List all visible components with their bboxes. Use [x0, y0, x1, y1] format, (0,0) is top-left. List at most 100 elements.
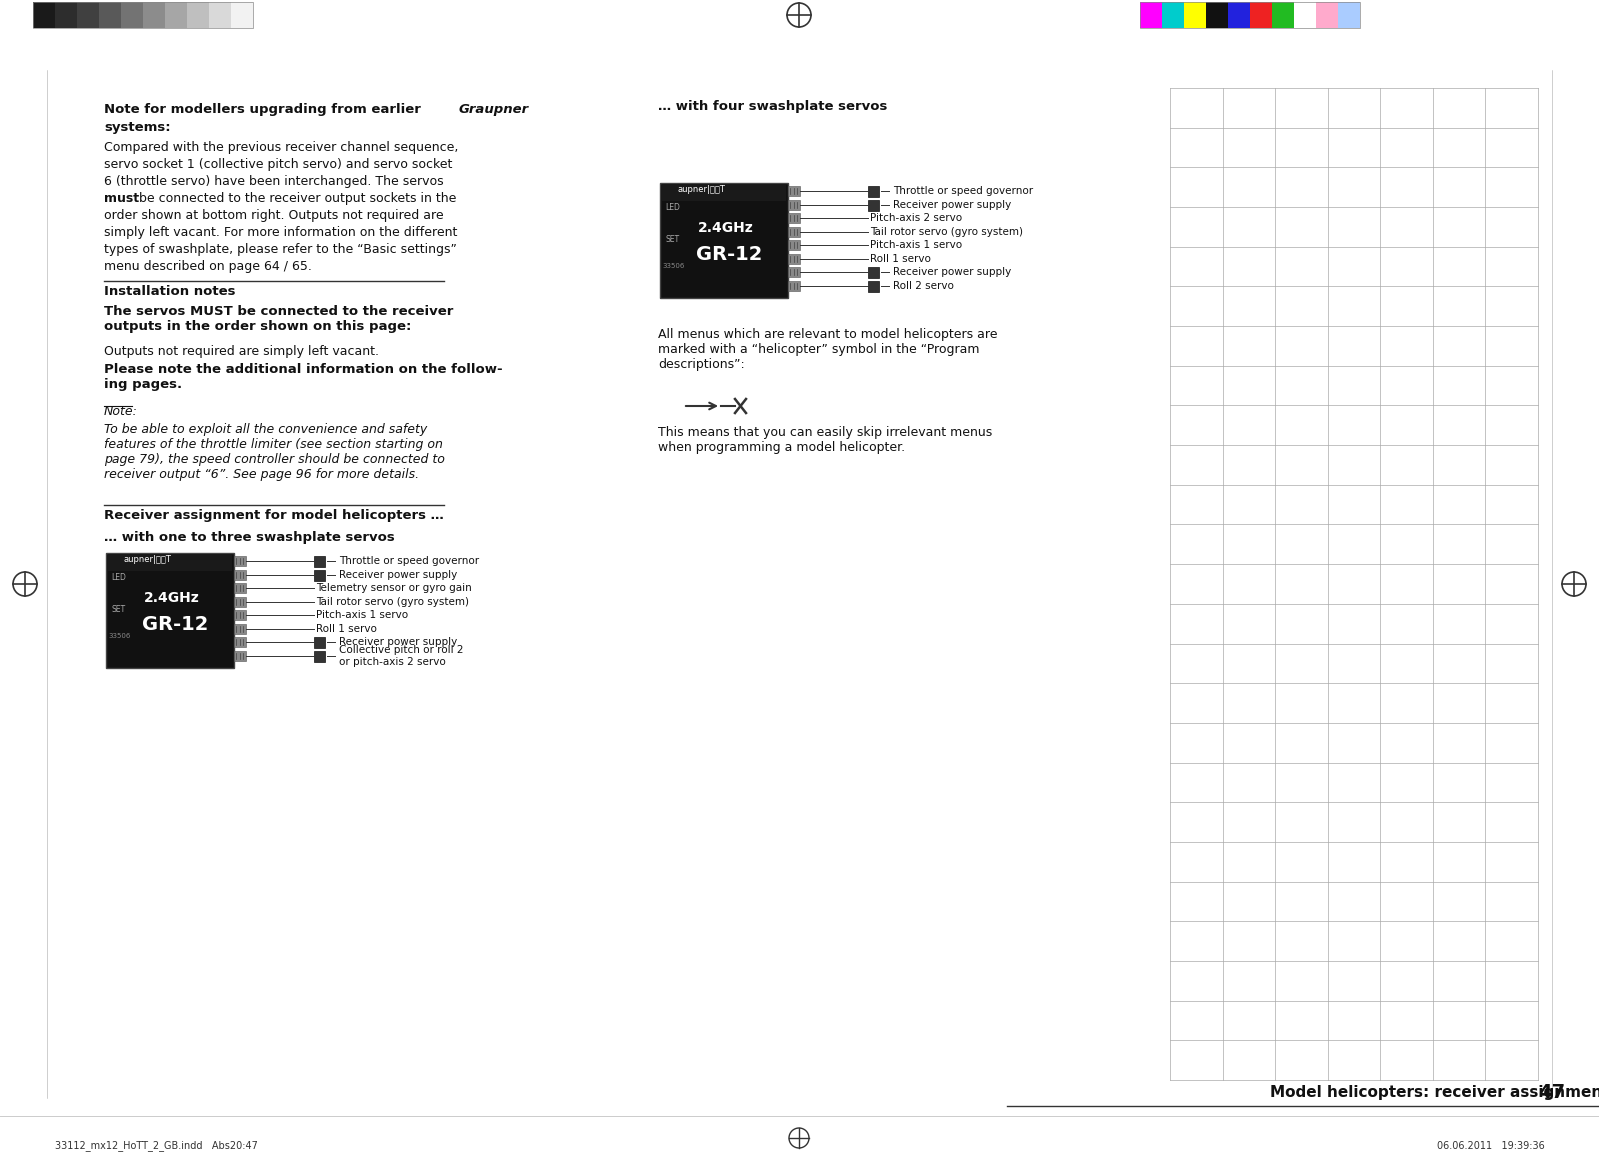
Text: 2.4GHz: 2.4GHz — [144, 591, 200, 605]
Text: Installation notes: Installation notes — [104, 285, 235, 298]
Bar — [1250, 2, 1271, 28]
Text: LED: LED — [110, 573, 126, 582]
Text: 33112_mx12_HoTT_2_GB.indd   Abs20:47: 33112_mx12_HoTT_2_GB.indd Abs20:47 — [54, 1140, 257, 1152]
Text: Receiver power supply: Receiver power supply — [892, 267, 1011, 277]
Bar — [187, 2, 209, 28]
Text: Throttle or speed governor: Throttle or speed governor — [339, 556, 480, 566]
Text: Throttle or speed governor: Throttle or speed governor — [892, 186, 1033, 196]
Bar — [868, 186, 879, 197]
Bar — [230, 2, 253, 28]
Bar — [1338, 2, 1361, 28]
Text: Pitch-axis 1 servo: Pitch-axis 1 servo — [870, 241, 963, 250]
Bar — [233, 624, 246, 634]
Bar — [868, 200, 879, 210]
Text: Roll 1 servo: Roll 1 servo — [317, 624, 377, 634]
Bar — [788, 227, 800, 237]
Bar — [34, 2, 253, 28]
Text: Pitch-axis 1 servo: Pitch-axis 1 servo — [317, 610, 408, 620]
Bar — [1162, 2, 1183, 28]
Bar — [313, 651, 325, 662]
Bar — [77, 2, 99, 28]
Text: 33506: 33506 — [109, 633, 131, 639]
Text: … with one to three swashplate servos: … with one to three swashplate servos — [104, 531, 395, 544]
Bar — [1183, 2, 1206, 28]
Text: Tail rotor servo (gyro system): Tail rotor servo (gyro system) — [317, 597, 469, 606]
Text: Receiver power supply: Receiver power supply — [339, 638, 457, 647]
Bar — [1316, 2, 1338, 28]
Text: 47: 47 — [1538, 1084, 1565, 1103]
Text: simply left vacant. For more information on the different: simply left vacant. For more information… — [104, 225, 457, 239]
Text: Outputs not required are simply left vacant.: Outputs not required are simply left vac… — [104, 345, 379, 359]
Bar — [788, 186, 800, 196]
Text: Graupner: Graupner — [459, 103, 529, 116]
Bar — [788, 280, 800, 291]
Text: Receiver power supply: Receiver power supply — [339, 570, 457, 579]
Bar — [313, 570, 325, 580]
Text: All menus which are relevant to model helicopters are
marked with a “helicopter”: All menus which are relevant to model he… — [659, 328, 998, 371]
Text: Roll 1 servo: Roll 1 servo — [870, 253, 931, 264]
Bar — [313, 556, 325, 566]
Text: Note for modellers upgrading from earlier: Note for modellers upgrading from earlie… — [104, 103, 425, 116]
Bar — [313, 638, 325, 648]
Bar — [109, 555, 232, 571]
Bar — [122, 2, 142, 28]
Text: The servos MUST be connected to the receiver
outputs in the order shown on this : The servos MUST be connected to the rece… — [104, 305, 454, 333]
Bar — [233, 638, 246, 647]
Bar — [788, 213, 800, 223]
Bar — [868, 280, 879, 292]
Bar — [106, 552, 233, 668]
Text: SET: SET — [110, 605, 125, 614]
Text: Telemetry sensor or gyro gain: Telemetry sensor or gyro gain — [317, 583, 472, 593]
Bar — [788, 200, 800, 209]
Text: Collective pitch or roll 2
or pitch-axis 2 servo: Collective pitch or roll 2 or pitch-axis… — [339, 645, 464, 667]
Bar — [660, 183, 788, 298]
Text: menu described on page 64 / 65.: menu described on page 64 / 65. — [104, 260, 312, 273]
Bar — [54, 2, 77, 28]
Text: … with four swashplate servos: … with four swashplate servos — [659, 100, 887, 113]
Text: Receiver power supply: Receiver power supply — [892, 200, 1011, 209]
Bar — [165, 2, 187, 28]
Bar — [788, 241, 800, 250]
Bar — [1140, 2, 1162, 28]
Bar — [233, 556, 246, 566]
Text: be connected to the receiver output sockets in the: be connected to the receiver output sock… — [134, 192, 456, 206]
Text: 6 (throttle servo) have been interchanged. The servos: 6 (throttle servo) have been interchange… — [104, 175, 443, 188]
Bar — [662, 185, 787, 201]
Text: Model helicopters: receiver assignment: Model helicopters: receiver assignment — [1270, 1085, 1599, 1100]
Bar — [1294, 2, 1316, 28]
Bar — [868, 267, 879, 278]
Text: aupner|コッT: aupner|コッT — [678, 185, 726, 194]
Text: Pitch-axis 2 servo: Pitch-axis 2 servo — [870, 213, 963, 223]
Text: Please note the additional information on the follow-
ing pages.: Please note the additional information o… — [104, 363, 502, 391]
Text: To be able to exploit all the convenience and safety
features of the throttle li: To be able to exploit all the convenienc… — [104, 423, 445, 481]
Bar — [34, 2, 54, 28]
Text: LED: LED — [665, 203, 680, 213]
Text: Receiver assignment for model helicopters …: Receiver assignment for model helicopter… — [104, 509, 445, 522]
Text: 33506: 33506 — [662, 263, 684, 269]
Bar — [788, 267, 800, 277]
Text: must: must — [104, 192, 139, 206]
Bar — [233, 583, 246, 593]
Text: This means that you can easily skip irrelevant menus
when programming a model he: This means that you can easily skip irre… — [659, 426, 993, 454]
Bar — [1206, 2, 1228, 28]
Bar — [1271, 2, 1294, 28]
Text: Compared with the previous receiver channel sequence,: Compared with the previous receiver chan… — [104, 141, 459, 154]
Bar — [1228, 2, 1250, 28]
Text: aupner|コッT: aupner|コッT — [125, 555, 171, 564]
Bar — [788, 253, 800, 264]
Text: types of swashplate, please refer to the “Basic settings”: types of swashplate, please refer to the… — [104, 243, 457, 256]
Text: SET: SET — [665, 235, 680, 244]
Bar — [233, 651, 246, 661]
Bar — [233, 570, 246, 579]
Bar — [233, 597, 246, 606]
Text: Tail rotor servo (gyro system): Tail rotor servo (gyro system) — [870, 227, 1023, 237]
Text: systems:: systems: — [104, 121, 171, 134]
Text: 2.4GHz: 2.4GHz — [699, 221, 753, 235]
Text: GR-12: GR-12 — [696, 245, 763, 264]
Text: 06.06.2011   19:39:36: 06.06.2011 19:39:36 — [1438, 1141, 1545, 1150]
Bar — [142, 2, 165, 28]
Text: order shown at bottom right. Outputs not required are: order shown at bottom right. Outputs not… — [104, 209, 443, 222]
Bar — [209, 2, 230, 28]
Text: GR-12: GR-12 — [142, 616, 208, 634]
Text: Roll 2 servo: Roll 2 servo — [892, 280, 955, 291]
